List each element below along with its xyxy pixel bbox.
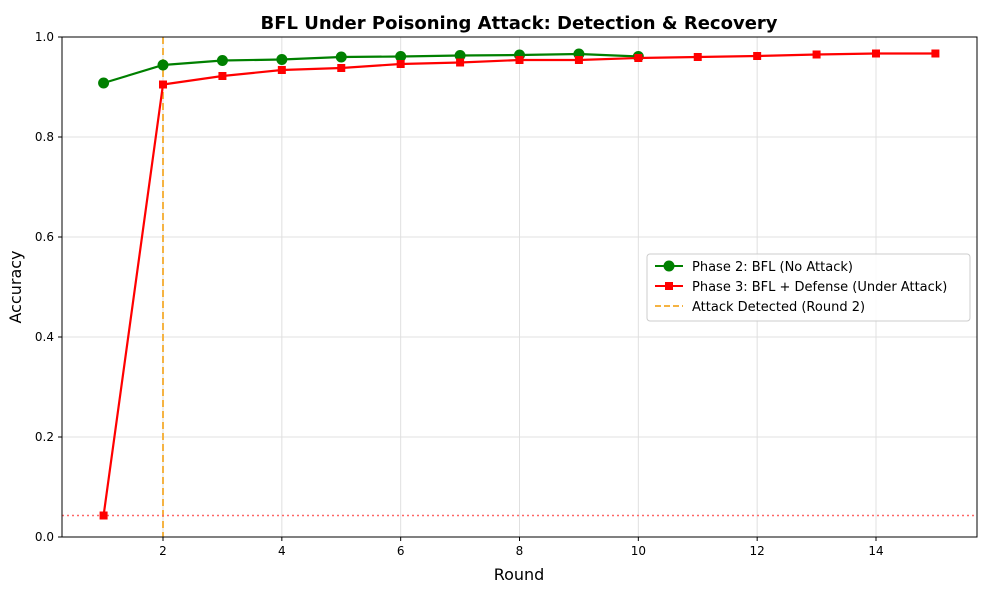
data-point: [218, 72, 227, 80]
chart-title: BFL Under Poisoning Attack: Detection & …: [260, 13, 777, 34]
y-axis-ticks: 0.0 0.2 0.4 0.6 0.8 1.0: [35, 30, 62, 544]
y-tick-label: 0.8: [35, 130, 54, 144]
legend-entry-attack-detected: Attack Detected (Round 2): [655, 300, 865, 315]
data-point: [753, 52, 762, 60]
x-tick-label: 14: [868, 544, 883, 558]
legend: Phase 2: BFL (No Attack) Phase 3: BFL + …: [646, 253, 971, 322]
data-point: [216, 55, 228, 66]
data-point: [99, 511, 108, 520]
data-point: [396, 60, 405, 68]
data-point: [337, 64, 346, 72]
data-point: [871, 49, 880, 58]
data-point: [456, 58, 465, 67]
legend-label-phase2: Phase 2: BFL (No Attack): [692, 260, 853, 275]
data-point: [276, 54, 288, 65]
x-tick-label: 12: [750, 544, 765, 558]
data-point: [98, 77, 110, 89]
legend-entry-phase2: Phase 2: BFL (No Attack): [655, 260, 853, 275]
x-tick-label: 2: [159, 544, 167, 558]
y-tick-label: 0.0: [35, 530, 54, 544]
legend-label-phase3: Phase 3: BFL + Defense (Under Attack): [692, 280, 947, 295]
data-point: [634, 54, 643, 62]
data-point: [454, 50, 466, 61]
data-point: [574, 56, 583, 64]
data-point: [157, 59, 169, 71]
x-tick-label: 8: [516, 544, 524, 558]
x-axis-label: Round: [494, 565, 545, 584]
series-line-phase2: [103, 52, 639, 85]
legend-frame: [646, 253, 971, 322]
legend-marker-phase3: [665, 282, 673, 290]
series-layer: [98, 48, 940, 520]
x-axis-ticks: 2 4 6 8 10 12 14: [159, 537, 884, 558]
data-point: [693, 53, 702, 61]
legend-marker-phase2: [663, 260, 675, 272]
data-point: [515, 56, 524, 64]
y-axis-label: Accuracy: [6, 250, 25, 323]
reference-lines-layer: [62, 37, 977, 537]
y-tick-label: 0.6: [35, 230, 54, 244]
legend-entry-phase3: Phase 3: BFL + Defense (Under Attack): [655, 280, 947, 295]
y-tick-label: 0.4: [35, 330, 54, 344]
y-tick-label: 0.2: [35, 430, 54, 444]
x-tick-label: 4: [278, 544, 286, 558]
data-point: [395, 51, 407, 62]
x-tick-label: 10: [631, 544, 646, 558]
y-tick-label: 1.0: [35, 30, 54, 44]
data-point: [159, 80, 168, 89]
data-point: [931, 49, 940, 58]
data-point: [277, 66, 286, 74]
legend-label-attack-detected: Attack Detected (Round 2): [692, 300, 865, 315]
data-point: [812, 50, 821, 59]
x-tick-label: 6: [397, 544, 405, 558]
data-point: [335, 51, 347, 63]
